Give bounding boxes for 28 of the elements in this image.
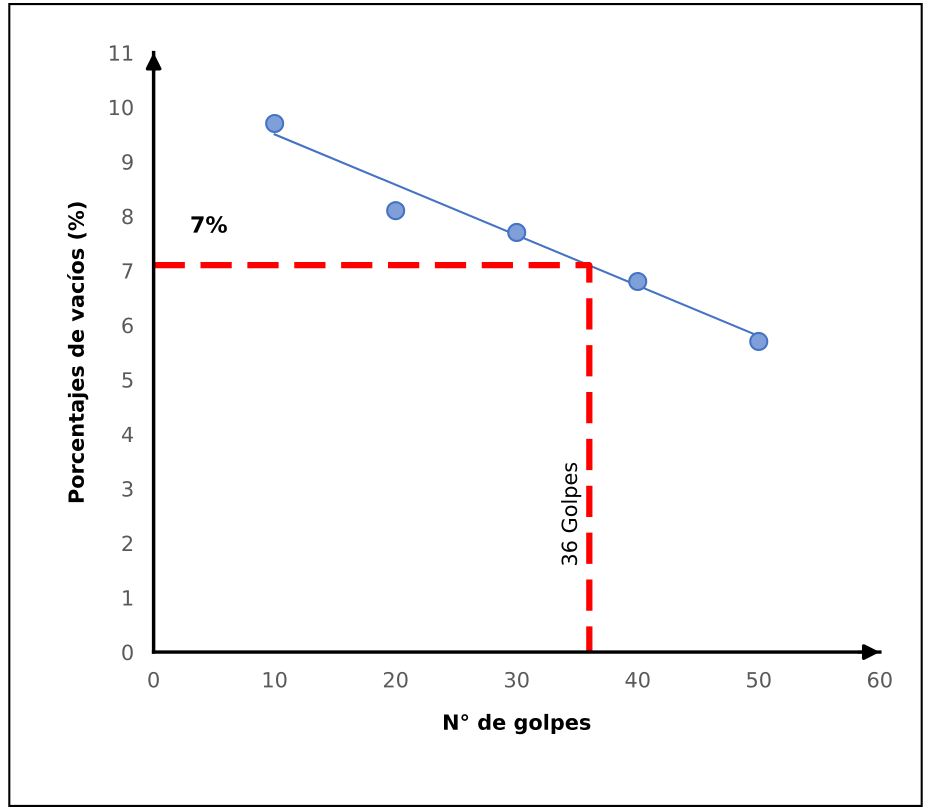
y-tick-label: 2 bbox=[122, 536, 132, 551]
x-tick-label: 30 bbox=[505, 672, 529, 688]
y-tick-label: 6 bbox=[122, 318, 133, 334]
y-tick-label: 4 bbox=[122, 426, 133, 442]
y-tick-label: 0 bbox=[122, 644, 133, 660]
point bbox=[507, 222, 526, 242]
point bbox=[386, 201, 406, 220]
y-tick-label: 5 bbox=[122, 372, 132, 388]
annotation: 36 Golpes bbox=[561, 462, 582, 565]
point bbox=[265, 114, 284, 134]
x-tick-label: 0 bbox=[148, 672, 159, 688]
y-axis-title: Porcentajes de vacíos (%) bbox=[67, 202, 88, 502]
point bbox=[749, 332, 768, 351]
x-axis-title: N° de golpes bbox=[444, 714, 590, 734]
x-tick-label: 60 bbox=[868, 672, 892, 688]
x-tick-label: 50 bbox=[747, 672, 771, 688]
x-tick-label: 10 bbox=[264, 672, 287, 688]
y-tick-label: 1 bbox=[123, 590, 132, 606]
y-tick-label: 7 bbox=[122, 263, 132, 279]
y-tick-label: 8 bbox=[122, 208, 133, 224]
y-tick-label: 11 bbox=[110, 45, 132, 61]
x-tick-label: 40 bbox=[626, 672, 650, 688]
y-tick-label: 3 bbox=[122, 481, 132, 497]
y-tick-label: 10 bbox=[110, 100, 133, 116]
x-tick-label: 20 bbox=[384, 672, 408, 688]
y-tick-label: 9 bbox=[122, 154, 133, 170]
point bbox=[628, 272, 648, 292]
annotation: 7% bbox=[191, 216, 227, 233]
